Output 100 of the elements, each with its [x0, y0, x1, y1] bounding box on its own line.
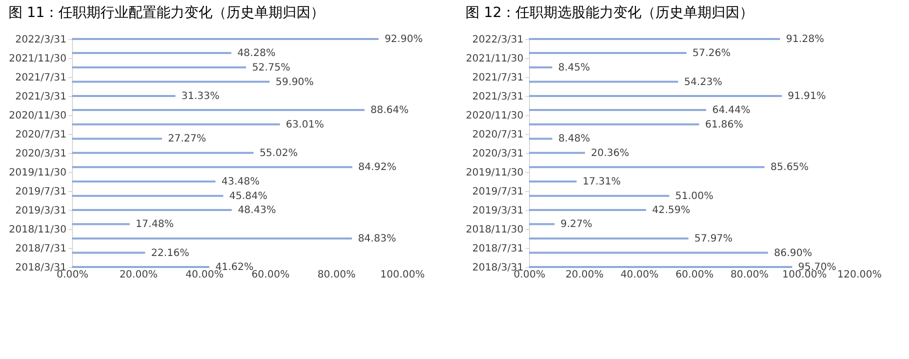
bar	[72, 252, 146, 254]
data-label: 27.27%	[168, 134, 206, 145]
data-label: 48.28%	[237, 48, 276, 60]
data-label: 64.44%	[712, 105, 750, 116]
bar	[529, 38, 780, 40]
y-tick-label: 2020/7/31	[472, 129, 524, 140]
bar	[72, 38, 379, 40]
data-label: 51.00%	[675, 190, 714, 202]
bar	[529, 109, 706, 112]
bar	[529, 80, 678, 83]
y-tick-label: 2021/3/31	[15, 91, 66, 102]
data-label: 8.48%	[558, 134, 590, 145]
y-tick-label: 2020/7/31	[15, 129, 66, 140]
data-label: 52.75%	[252, 62, 290, 74]
data-label: 17.48%	[136, 219, 174, 230]
y-tick-label: 2021/7/31	[15, 72, 66, 84]
y-tick-label: 2020/3/31	[15, 148, 66, 160]
x-tick-label: 40.00%	[620, 270, 659, 280]
x-tick-label: 80.00%	[730, 270, 769, 280]
y-tick-label: 2021/3/31	[472, 91, 524, 102]
y-tick-label: 2020/11/30	[8, 110, 66, 122]
y-tick-label: 2022/3/31	[15, 34, 66, 46]
x-tick-label: 20.00%	[565, 270, 604, 280]
y-tick-label: 2022/3/31	[472, 34, 524, 46]
y-tick-label: 2018/7/31	[472, 243, 524, 254]
y-tick-label: 2019/11/30	[466, 167, 524, 178]
bar	[72, 66, 246, 68]
bar	[529, 194, 670, 197]
bar	[72, 52, 232, 54]
bar	[72, 223, 130, 226]
data-label: 88.64%	[370, 105, 409, 116]
data-label: 92.90%	[384, 34, 423, 45]
x-tick-label: 60.00%	[675, 270, 714, 280]
data-label: 57.97%	[694, 233, 733, 244]
data-label: 9.27%	[560, 219, 592, 230]
y-tick-label: 2019/3/31	[15, 206, 66, 217]
bar	[72, 94, 176, 97]
y-tick-label: 2021/11/30	[466, 53, 524, 64]
bar	[529, 94, 782, 97]
y-tick-label: 2019/7/31	[472, 186, 524, 198]
x-tick-label: 100.00%	[380, 270, 425, 280]
x-tick-label: 40.00%	[185, 270, 224, 280]
x-tick-label: 80.00%	[317, 270, 356, 280]
bar	[529, 152, 585, 154]
data-label: 85.65%	[770, 162, 809, 174]
y-tick-label: 2018/7/31	[15, 243, 66, 254]
x-tick-label: 0.00%	[56, 270, 88, 280]
y-tick-label: 2019/7/31	[15, 186, 66, 198]
bar	[72, 109, 365, 112]
data-label: 43.48%	[221, 176, 260, 188]
data-label: 86.90%	[774, 248, 812, 259]
bar	[72, 80, 270, 83]
data-label: 84.92%	[358, 162, 396, 174]
data-label: 20.36%	[590, 148, 630, 159]
chart-title: 图 12：任职期选股能力变化（历史单期归因）	[465, 5, 754, 21]
bar	[72, 266, 210, 268]
data-label: 57.26%	[692, 48, 731, 60]
data-label: 17.31%	[582, 176, 621, 188]
bar	[529, 138, 552, 140]
bar	[72, 152, 254, 154]
data-label: 31.33%	[181, 90, 220, 102]
bar	[529, 66, 552, 68]
data-label: 42.59%	[652, 205, 690, 216]
y-tick-label: 2019/11/30	[8, 167, 66, 178]
bar	[72, 180, 216, 182]
x-tick-label: 0.00%	[514, 270, 546, 280]
data-label: 84.83%	[358, 233, 396, 244]
data-label: 63.01%	[286, 119, 324, 130]
bar	[529, 266, 792, 268]
x-tick-label: 120.00%	[837, 270, 882, 280]
y-tick-label: 2020/3/31	[472, 148, 524, 160]
bar	[529, 52, 686, 54]
y-tick-label: 2018/11/30	[8, 224, 66, 236]
y-tick-label: 2021/7/31	[472, 72, 524, 84]
bar	[72, 209, 232, 212]
y-tick-label: 2020/11/30	[466, 110, 524, 122]
data-label: 8.45%	[558, 62, 590, 74]
data-label: 48.43%	[238, 205, 276, 216]
data-label: 59.90%	[276, 76, 314, 88]
y-tick-label: 2019/3/31	[472, 206, 524, 217]
data-label: 91.91%	[788, 90, 826, 102]
bar	[529, 209, 646, 212]
bar	[72, 123, 280, 126]
data-label: 54.23%	[684, 76, 722, 88]
bar	[72, 194, 224, 197]
y-tick-label: 2021/11/30	[8, 53, 66, 64]
x-tick-label: 20.00%	[119, 270, 158, 280]
data-label: 22.16%	[151, 248, 190, 259]
bar	[529, 252, 768, 254]
bar	[529, 166, 765, 168]
bar	[529, 123, 700, 126]
bar	[72, 138, 162, 140]
bar	[529, 223, 554, 226]
data-label: 61.86%	[705, 119, 744, 130]
data-label: 91.28%	[786, 34, 824, 45]
bar	[72, 237, 352, 240]
chart-title: 图 11：任职期行业配置能力变化（历史单期归因）	[8, 5, 325, 21]
y-tick-label: 2018/11/30	[466, 224, 524, 236]
x-tick-label: 60.00%	[251, 270, 290, 280]
data-label: 55.02%	[260, 148, 298, 159]
